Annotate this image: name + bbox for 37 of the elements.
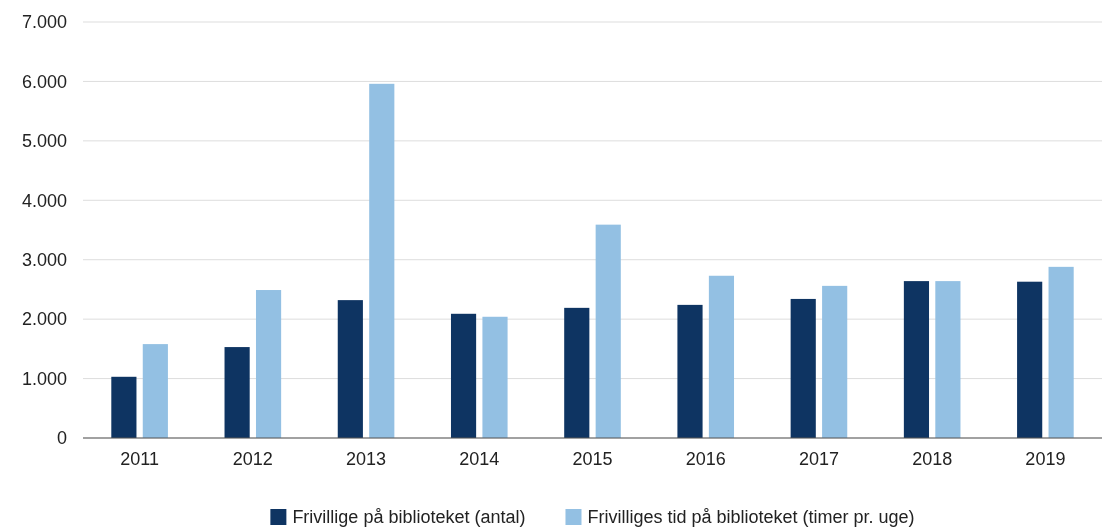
bar [1017,281,1043,438]
x-tick-label: 2012 [232,448,273,469]
x-tick-label: 2017 [798,448,839,469]
bar [450,313,477,438]
bar [482,316,508,438]
bar [903,281,930,438]
bar [224,347,250,438]
y-tick-label: 5.000 [21,131,67,152]
bar [677,304,703,438]
y-tick-label: 6.000 [21,71,67,92]
bar [111,376,137,438]
y-tick-label: 7.000 [21,12,67,33]
bar [1048,266,1074,438]
bar [142,344,168,438]
bar [255,290,282,438]
y-tick-label: 3.000 [21,249,67,270]
x-tick-label: 2014 [459,448,500,469]
x-tick-label: 2018 [912,448,953,469]
x-tick-label: 2013 [346,448,387,469]
bar [564,307,590,438]
bar [935,281,961,438]
bar [369,83,395,438]
bar [822,285,848,438]
bar [337,300,363,438]
x-tick-label: 2015 [572,448,613,469]
legend-label: Frivilliges tid på biblioteket (timer pr. uge) [587,507,915,527]
x-tick-label: 2016 [685,448,726,469]
bar [595,224,621,438]
y-tick-label: 4.000 [21,190,67,211]
y-tick-label: 0 [56,428,67,449]
x-tick-label: 2019 [1025,448,1066,469]
y-tick-label: 2.000 [21,309,67,330]
bar [790,298,816,438]
bar [708,275,735,438]
legend-label: Frivillige på biblioteket (antal) [292,507,526,527]
y-tick-label: 1.000 [21,368,67,389]
x-tick-label: 2011 [120,448,159,469]
